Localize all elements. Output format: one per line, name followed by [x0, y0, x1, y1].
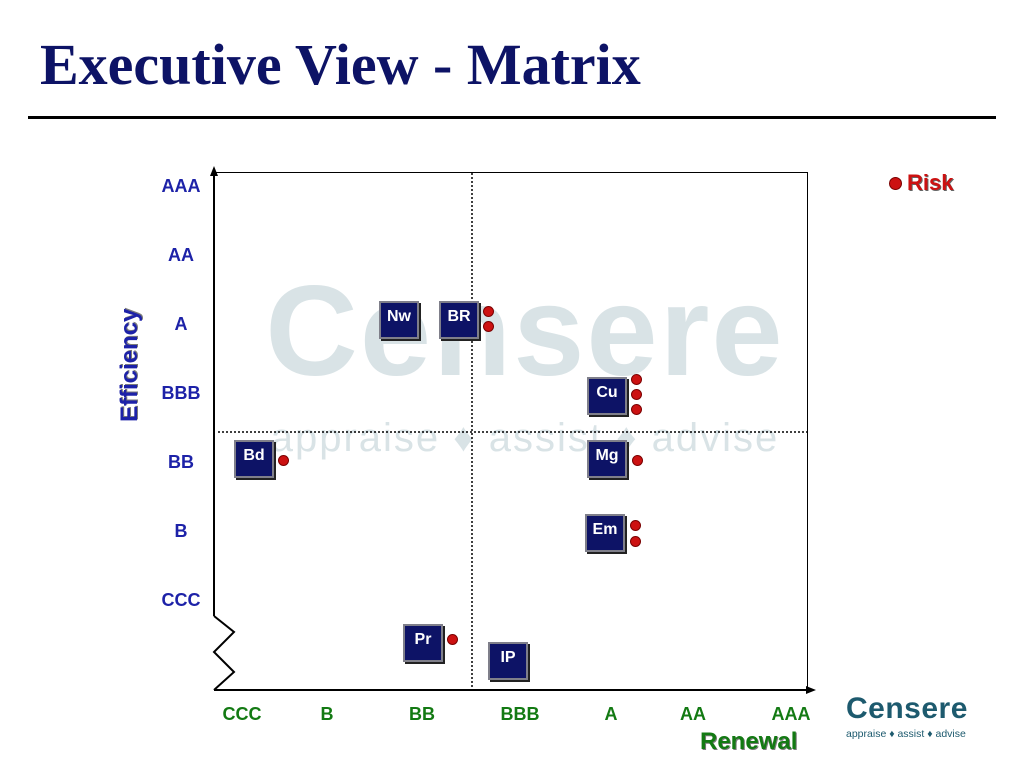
item-box-br[interactable]: BR	[439, 301, 479, 339]
y-tick-bbb: BBB	[161, 383, 201, 403]
x-tick-a: A	[604, 704, 618, 724]
risk-dot-cu-2	[631, 389, 642, 400]
y-tick-a: A	[174, 314, 188, 334]
x-tick-aaa: AAA	[771, 704, 811, 724]
item-box-em[interactable]: Em	[585, 514, 625, 552]
item-code: BR	[447, 308, 471, 325]
item-code: Bd	[243, 447, 265, 464]
risk-dot-cu-3	[631, 404, 642, 415]
risk-dot-br-1	[483, 306, 494, 317]
y-tick-aaa: AAA	[161, 176, 201, 196]
y-axis-label: Efficiency	[116, 308, 143, 422]
item-code: Cu	[596, 384, 618, 401]
risk-dot-em-1	[630, 520, 641, 531]
risk-legend-dot	[889, 177, 902, 190]
y-tick-ccc: CCC	[161, 590, 201, 610]
matrix-plot-area	[214, 172, 808, 690]
item-code: Mg	[595, 447, 619, 464]
page-title: Executive View - Matrix	[40, 32, 641, 97]
risk-dot-mg-1	[632, 455, 643, 466]
x-tick-bb: BB	[409, 704, 435, 724]
x-tick-bbb: BBB	[500, 704, 540, 724]
item-box-bd[interactable]: Bd	[234, 440, 274, 478]
logo-name: Censere	[846, 692, 968, 725]
x-tick-ccc: CCC	[222, 704, 262, 724]
risk-legend-label: Risk	[907, 170, 954, 195]
censere-logo: Censere appraise ♦ assist ♦ advise	[846, 692, 986, 741]
item-box-mg[interactable]: Mg	[587, 440, 627, 478]
item-box-nw[interactable]: Nw	[379, 301, 419, 339]
risk-dot-br-2	[483, 321, 494, 332]
logo-tagline: appraise ♦ assist ♦ advise	[846, 728, 966, 740]
risk-dot-bd-1	[278, 455, 289, 466]
x-tick-aa: AA	[680, 704, 706, 724]
risk-dot-cu-1	[631, 374, 642, 385]
risk-dot-em-2	[630, 536, 641, 547]
item-code: Pr	[414, 631, 432, 648]
risk-dot-pr-1	[447, 634, 458, 645]
y-tick-b: B	[174, 521, 188, 541]
item-box-pr[interactable]: Pr	[403, 624, 443, 662]
y-tick-aa: AA	[168, 245, 194, 265]
y-tick-bb: BB	[168, 452, 194, 472]
item-box-ip[interactable]: IP	[488, 642, 528, 680]
item-box-cu[interactable]: Cu	[587, 377, 627, 415]
item-code: Nw	[387, 308, 411, 325]
x-tick-b: B	[320, 704, 334, 724]
item-code: IP	[500, 649, 516, 666]
x-axis-label: Renewal	[700, 728, 798, 755]
title-divider	[28, 116, 996, 119]
item-code: Em	[592, 521, 618, 538]
